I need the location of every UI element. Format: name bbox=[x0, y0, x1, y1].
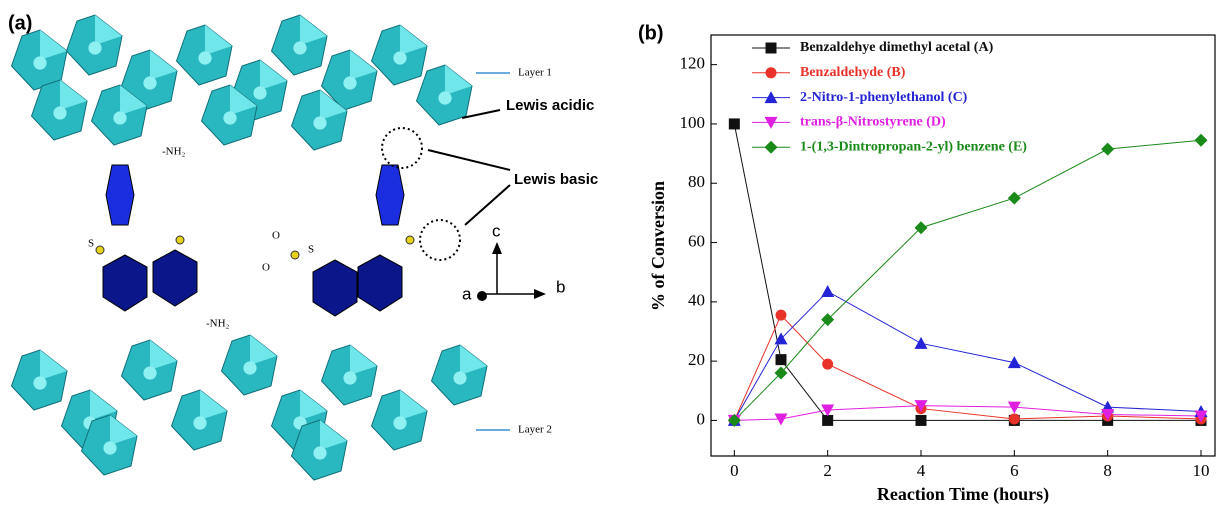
ring bbox=[376, 165, 404, 225]
marker bbox=[915, 337, 928, 349]
axis-label: a bbox=[462, 284, 472, 303]
marker bbox=[776, 354, 787, 365]
ring bbox=[103, 255, 147, 311]
atom bbox=[343, 76, 356, 89]
series-line bbox=[734, 140, 1201, 420]
atom bbox=[313, 116, 326, 129]
atom bbox=[33, 376, 46, 389]
atom bbox=[88, 41, 101, 54]
sulfur bbox=[406, 236, 414, 244]
marker bbox=[916, 415, 927, 426]
y-tick-label: 100 bbox=[680, 113, 706, 132]
x-tick-label: 4 bbox=[917, 461, 926, 480]
atom bbox=[313, 446, 326, 459]
atom bbox=[143, 76, 156, 89]
marker bbox=[822, 415, 833, 426]
annotation: S bbox=[308, 244, 314, 256]
panel-label: (b) bbox=[638, 22, 664, 44]
legend-label: Benzaldehyde (B) bbox=[800, 65, 906, 80]
marker bbox=[729, 118, 740, 129]
legend-label: 2-Nitro-1-phenylethanol (C) bbox=[800, 90, 968, 105]
annotation: -NH₂ bbox=[162, 146, 186, 158]
annotation: Lewis basic bbox=[514, 171, 598, 188]
atom bbox=[113, 111, 126, 124]
x-tick-label: 2 bbox=[823, 461, 832, 480]
dotted-circle bbox=[420, 220, 460, 260]
series-line bbox=[734, 315, 1201, 420]
y-tick-label: 0 bbox=[697, 409, 706, 428]
ring bbox=[106, 165, 134, 225]
legend-label: 1-(1,3-Dintropropan-2-yl) benzene (E) bbox=[800, 139, 1027, 154]
layer-label: Layer 2 bbox=[518, 424, 552, 436]
axis-label: c bbox=[492, 221, 501, 240]
marker bbox=[766, 67, 777, 78]
annotation: -NH₂ bbox=[206, 318, 230, 330]
marker bbox=[1195, 134, 1208, 147]
y-tick-label: 20 bbox=[688, 350, 705, 369]
arrow bbox=[462, 110, 500, 118]
x-tick-label: 6 bbox=[1010, 461, 1019, 480]
marker bbox=[765, 141, 778, 154]
atom bbox=[293, 41, 306, 54]
annotation: O bbox=[272, 230, 280, 242]
atom bbox=[223, 111, 236, 124]
marker bbox=[822, 359, 833, 370]
atom bbox=[438, 91, 451, 104]
marker bbox=[1008, 192, 1021, 205]
y-tick-label: 40 bbox=[688, 291, 705, 310]
y-tick-label: 80 bbox=[688, 172, 705, 191]
atom bbox=[453, 371, 466, 384]
atom bbox=[103, 441, 116, 454]
annotation: S bbox=[88, 238, 94, 250]
x-tick-label: 10 bbox=[1193, 461, 1210, 480]
ring bbox=[358, 255, 402, 311]
atom bbox=[53, 106, 66, 119]
annotation: Lewis acidic bbox=[506, 97, 594, 114]
series-line bbox=[734, 124, 1201, 420]
axis-label: b bbox=[556, 277, 565, 296]
marker bbox=[1009, 413, 1020, 424]
panel-label: (a) bbox=[8, 12, 32, 34]
sulfur bbox=[96, 246, 104, 254]
x-tick-label: 8 bbox=[1103, 461, 1112, 480]
atom bbox=[193, 416, 206, 429]
marker bbox=[766, 43, 777, 54]
marker bbox=[776, 310, 787, 321]
crystal-structure bbox=[12, 15, 488, 480]
arrow-head bbox=[534, 289, 546, 299]
sulfur bbox=[291, 251, 299, 259]
legend-label: trans-β-Nitrostyrene (D) bbox=[800, 115, 946, 130]
atom bbox=[33, 56, 46, 69]
y-axis-label: % of Conversion bbox=[648, 181, 668, 311]
atom bbox=[393, 51, 406, 64]
y-tick-label: 120 bbox=[680, 54, 706, 73]
x-axis-label: Reaction Time (hours) bbox=[877, 484, 1049, 505]
figure: (a) Layer 1 Layer 2 Lewis acidic Lewis b… bbox=[0, 0, 1218, 506]
legend-label: Benzaldehye dimethyl acetal (A) bbox=[800, 40, 994, 55]
atom bbox=[243, 361, 256, 374]
arrow bbox=[428, 150, 510, 170]
marker bbox=[1101, 143, 1114, 156]
marker bbox=[821, 285, 834, 297]
atom bbox=[253, 86, 266, 99]
annotation: O bbox=[262, 262, 270, 274]
x-tick-label: 0 bbox=[730, 461, 739, 480]
atom bbox=[198, 51, 211, 64]
ring bbox=[153, 250, 197, 306]
arrow-head bbox=[492, 242, 502, 254]
dotted-circle bbox=[382, 128, 422, 168]
atom bbox=[393, 416, 406, 429]
layer-label: Layer 1 bbox=[518, 67, 552, 79]
series-line bbox=[734, 291, 1201, 420]
sulfur bbox=[176, 236, 184, 244]
axis-dot bbox=[477, 291, 487, 301]
atom bbox=[143, 366, 156, 379]
atom bbox=[343, 371, 356, 384]
arrow bbox=[465, 185, 510, 225]
ring bbox=[313, 260, 357, 316]
y-tick-label: 60 bbox=[688, 231, 705, 250]
